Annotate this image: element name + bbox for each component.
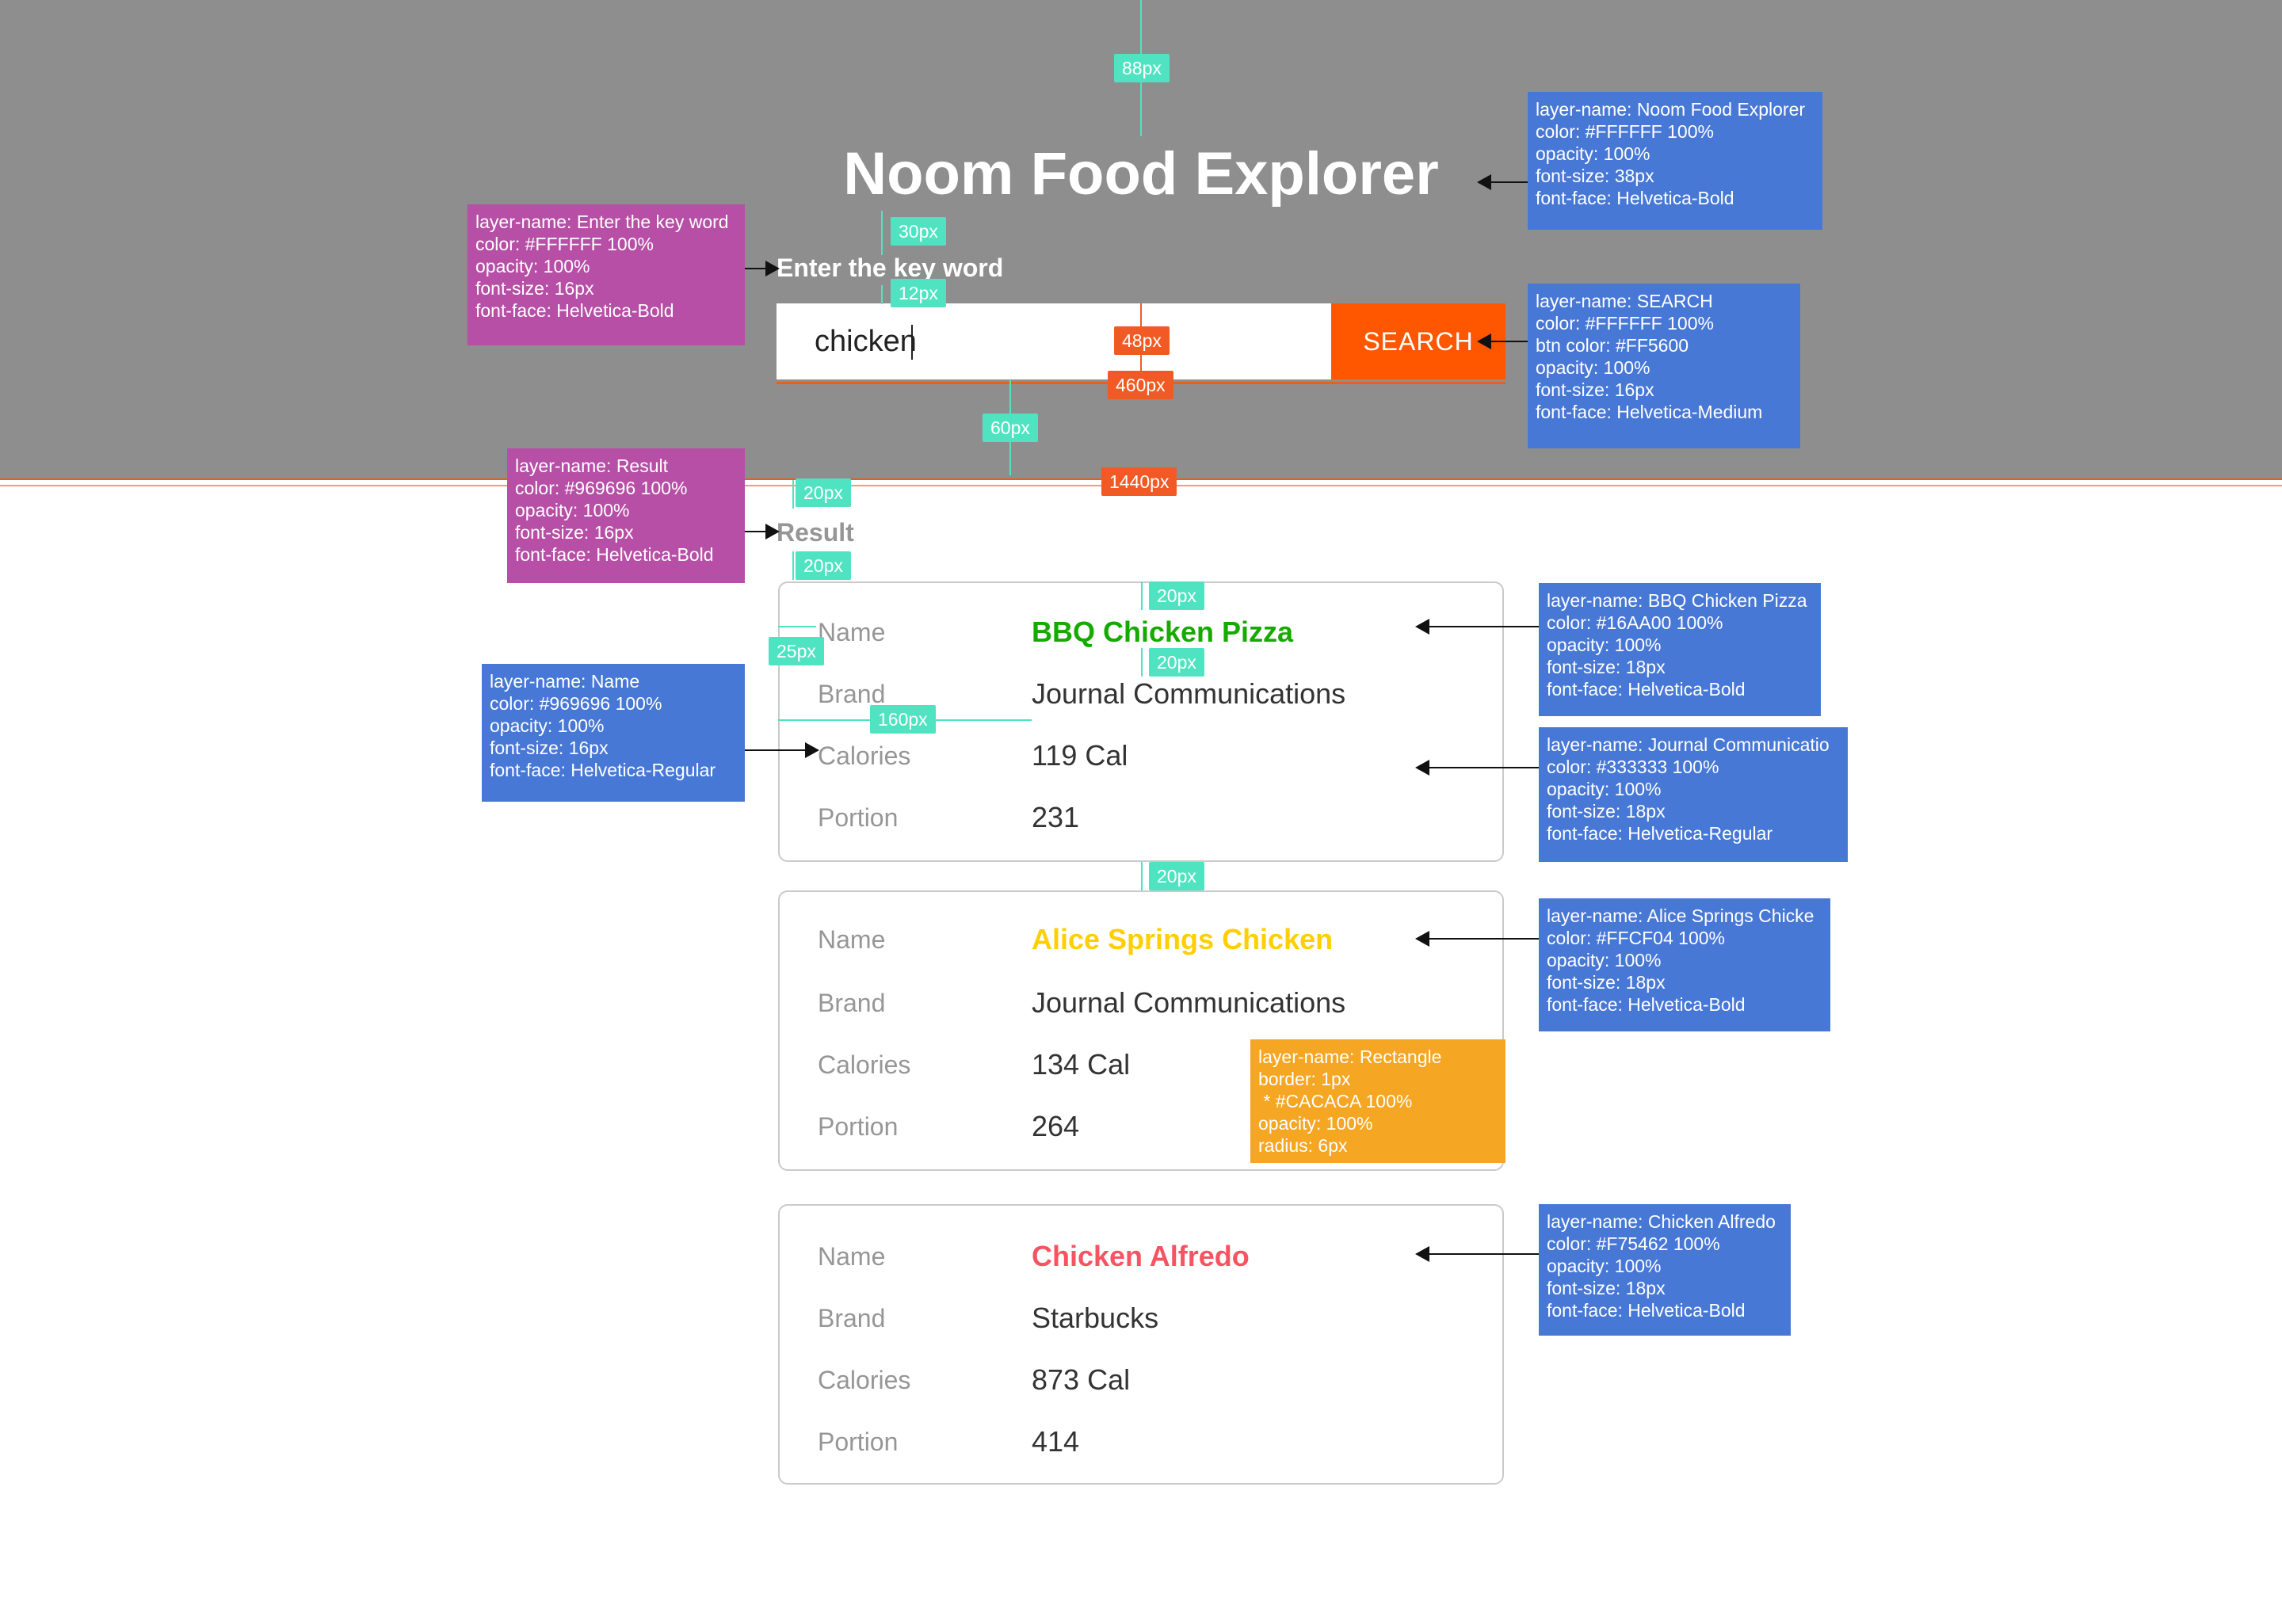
spec-note-search: layer-name: SEARCH color: #FFFFFF 100% b…	[1528, 284, 1800, 448]
search-label: Enter the key word	[777, 254, 1004, 282]
spec-note-name: layer-name: Name color: #969696 100% opa…	[482, 664, 745, 802]
card-row-calories: Calories 119 Cal	[818, 738, 1502, 773]
food-brand: Starbucks	[1032, 1302, 1159, 1334]
spacing-60-badge: 60px	[983, 414, 1038, 442]
search-button[interactable]: SEARCH	[1331, 303, 1505, 379]
spacing-20-badge: 20px	[1149, 581, 1204, 610]
spec-note-alfredo: layer-name: Chicken Alfredo color: #F754…	[1539, 1204, 1791, 1336]
food-calories: 134 Cal	[1032, 1048, 1131, 1081]
spec-note-journal: layer-name: Journal Communicatio color: …	[1539, 727, 1848, 862]
field-label-portion: Portion	[818, 803, 899, 832]
spec-note-keyword: layer-name: Enter the key word color: #F…	[467, 204, 745, 345]
width-460-badge: 460px	[1108, 371, 1173, 399]
card-row-calories: Calories 873 Cal	[818, 1363, 1502, 1397]
spacing-guide-20e	[1141, 862, 1143, 890]
card-row-brand: Brand Journal Communications	[818, 677, 1502, 711]
arrow-to-journal	[1415, 760, 1539, 776]
food-brand: Journal Communications	[1032, 677, 1346, 710]
arrow-to-bbq	[1415, 619, 1539, 635]
spacing-20-badge: 20px	[796, 551, 851, 580]
spacing-guide-25	[778, 626, 816, 627]
card-row-brand: Brand Journal Communications	[818, 985, 1502, 1020]
food-portion: 414	[1032, 1425, 1080, 1458]
card-row-portion: Portion 264	[818, 1109, 1502, 1144]
arrow-to-title	[1477, 174, 1528, 190]
spacing-guide-12	[881, 285, 883, 304]
spec-note-rectangle: layer-name: Rectangle border: 1px * #CAC…	[1250, 1039, 1505, 1163]
field-label-portion: Portion	[818, 1428, 899, 1456]
arrow-to-keyword	[745, 261, 780, 276]
food-calories: 119 Cal	[1032, 739, 1128, 772]
food-name: Alice Springs Chicken	[1032, 923, 1334, 955]
food-portion: 231	[1032, 801, 1080, 833]
search-input[interactable]	[777, 303, 1331, 379]
food-name: BBQ Chicken Pizza	[1032, 616, 1294, 648]
card-row-brand: Brand Starbucks	[818, 1301, 1502, 1336]
spacing-88-badge: 88px	[1114, 54, 1170, 82]
spec-note-result: layer-name: Result color: #969696 100% o…	[507, 448, 745, 583]
spacing-guide-20b	[792, 551, 794, 580]
spacing-25-badge: 25px	[769, 637, 824, 665]
app-title: Noom Food Explorer	[843, 140, 1439, 208]
spacing-12-badge: 12px	[891, 279, 946, 307]
width-1440-badge: 1440px	[1101, 467, 1177, 496]
height-48-badge: 48px	[1114, 326, 1170, 355]
arrow-to-name	[745, 742, 819, 758]
spacing-guide-20a	[792, 480, 794, 509]
text-caret	[911, 325, 913, 360]
food-name: Chicken Alfredo	[1032, 1240, 1250, 1272]
food-calories: 873 Cal	[1032, 1363, 1131, 1396]
card-row-name: Name Alice Springs Chicken	[818, 922, 1502, 957]
field-label-brand: Brand	[818, 680, 886, 708]
card-row-name: Name Chicken Alfredo	[818, 1239, 1502, 1274]
card-row-calories: Calories 134 Cal	[818, 1047, 1502, 1082]
field-label-calories: Calories	[818, 1050, 911, 1079]
field-label-calories: Calories	[818, 741, 911, 770]
arrow-to-search	[1477, 334, 1528, 349]
spacing-guide-20c	[1141, 581, 1143, 610]
spacing-20-badge: 20px	[796, 478, 851, 507]
spacing-guide-30	[881, 211, 883, 255]
spec-note-alice: layer-name: Alice Springs Chicke color: …	[1539, 898, 1830, 1031]
spec-note-title: layer-name: Noom Food Explorer color: #F…	[1528, 92, 1822, 230]
spacing-20-badge: 20px	[1149, 648, 1204, 677]
result-label: Result	[777, 518, 854, 547]
field-label-name: Name	[818, 925, 886, 954]
card-row-portion: Portion 231	[818, 800, 1502, 835]
field-label-brand: Brand	[818, 1304, 886, 1332]
arrow-to-alfredo	[1415, 1246, 1539, 1262]
food-card[interactable]: Name BBQ Chicken Pizza Brand Journal Com…	[778, 581, 1504, 862]
spacing-30-badge: 30px	[891, 217, 946, 246]
card-row-portion: Portion 414	[818, 1424, 1502, 1459]
arrow-to-result	[745, 524, 780, 539]
field-label-name: Name	[818, 1242, 886, 1271]
card-row-name: Name BBQ Chicken Pizza	[818, 615, 1502, 650]
food-portion: 264	[1032, 1110, 1080, 1142]
spacing-guide-20d	[1141, 648, 1143, 677]
field-label-calories: Calories	[818, 1366, 911, 1394]
food-card[interactable]: Name Chicken Alfredo Brand Starbucks Cal…	[778, 1204, 1504, 1485]
field-label-brand: Brand	[818, 989, 886, 1017]
field-label-portion: Portion	[818, 1112, 899, 1141]
width-160-badge: 160px	[870, 705, 936, 734]
food-brand: Journal Communications	[1032, 986, 1346, 1019]
spec-note-bbq: layer-name: BBQ Chicken Pizza color: #16…	[1539, 583, 1821, 716]
arrow-to-alice	[1415, 931, 1539, 947]
spacing-20-badge: 20px	[1149, 862, 1204, 890]
field-label-name: Name	[818, 618, 886, 646]
